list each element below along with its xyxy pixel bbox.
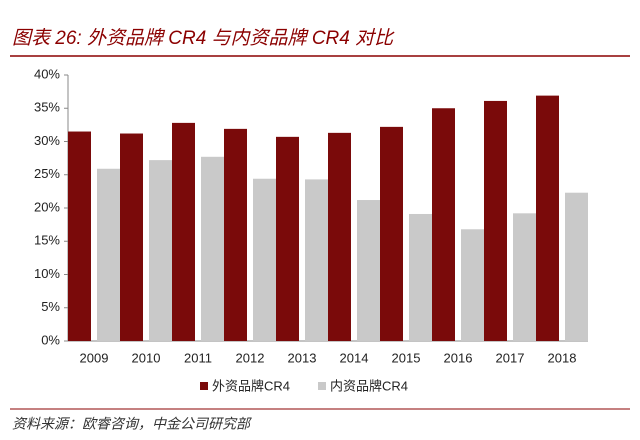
bar — [253, 178, 276, 341]
bar — [328, 132, 351, 341]
y-tick-label: 15% — [34, 233, 60, 248]
bar — [536, 95, 559, 342]
bar — [357, 200, 380, 341]
bar — [97, 168, 120, 341]
legend-swatch — [200, 382, 208, 390]
bar — [224, 128, 247, 341]
bar — [149, 160, 172, 341]
bar — [484, 100, 507, 341]
x-tick-label: 2017 — [496, 350, 525, 365]
y-tick-label: 40% — [34, 66, 60, 81]
x-tick-label: 2014 — [340, 350, 369, 365]
bar — [172, 122, 195, 341]
x-tick-label: 2009 — [80, 350, 109, 365]
bar — [305, 179, 328, 341]
y-tick-label: 5% — [41, 299, 60, 314]
y-tick-label: 0% — [41, 332, 60, 347]
y-tick-label: 20% — [34, 199, 60, 214]
bar — [276, 136, 299, 341]
x-tick-label: 2010 — [132, 350, 161, 365]
legend-swatch — [318, 382, 326, 390]
x-tick-label: 2018 — [548, 350, 577, 365]
x-tick-label: 2013 — [288, 350, 317, 365]
x-tick-label: 2012 — [236, 350, 265, 365]
bar — [120, 133, 143, 341]
bar — [201, 156, 224, 341]
y-tick-label: 35% — [34, 100, 60, 115]
x-tick-label: 2011 — [184, 350, 212, 365]
bar — [432, 108, 455, 341]
bar — [565, 192, 588, 341]
y-tick-label: 25% — [34, 166, 60, 181]
y-tick-label: 30% — [34, 133, 60, 148]
bar — [461, 229, 484, 341]
bar — [513, 213, 536, 341]
x-tick-label: 2015 — [392, 350, 421, 365]
bar — [68, 131, 91, 341]
y-tick-label: 10% — [34, 266, 60, 281]
bar — [409, 213, 432, 341]
source: 资料来源：欧睿咨询，中金公司研究部 — [12, 416, 252, 432]
x-tick-label: 2016 — [444, 350, 473, 365]
bar — [380, 126, 403, 342]
legend-label: 内资品牌CR4 — [330, 378, 408, 393]
legend-label: 外资品牌CR4 — [212, 378, 290, 393]
chart-title: 图表 26: 外资品牌 CR4 与内资品牌 CR4 对比 — [12, 27, 395, 49]
